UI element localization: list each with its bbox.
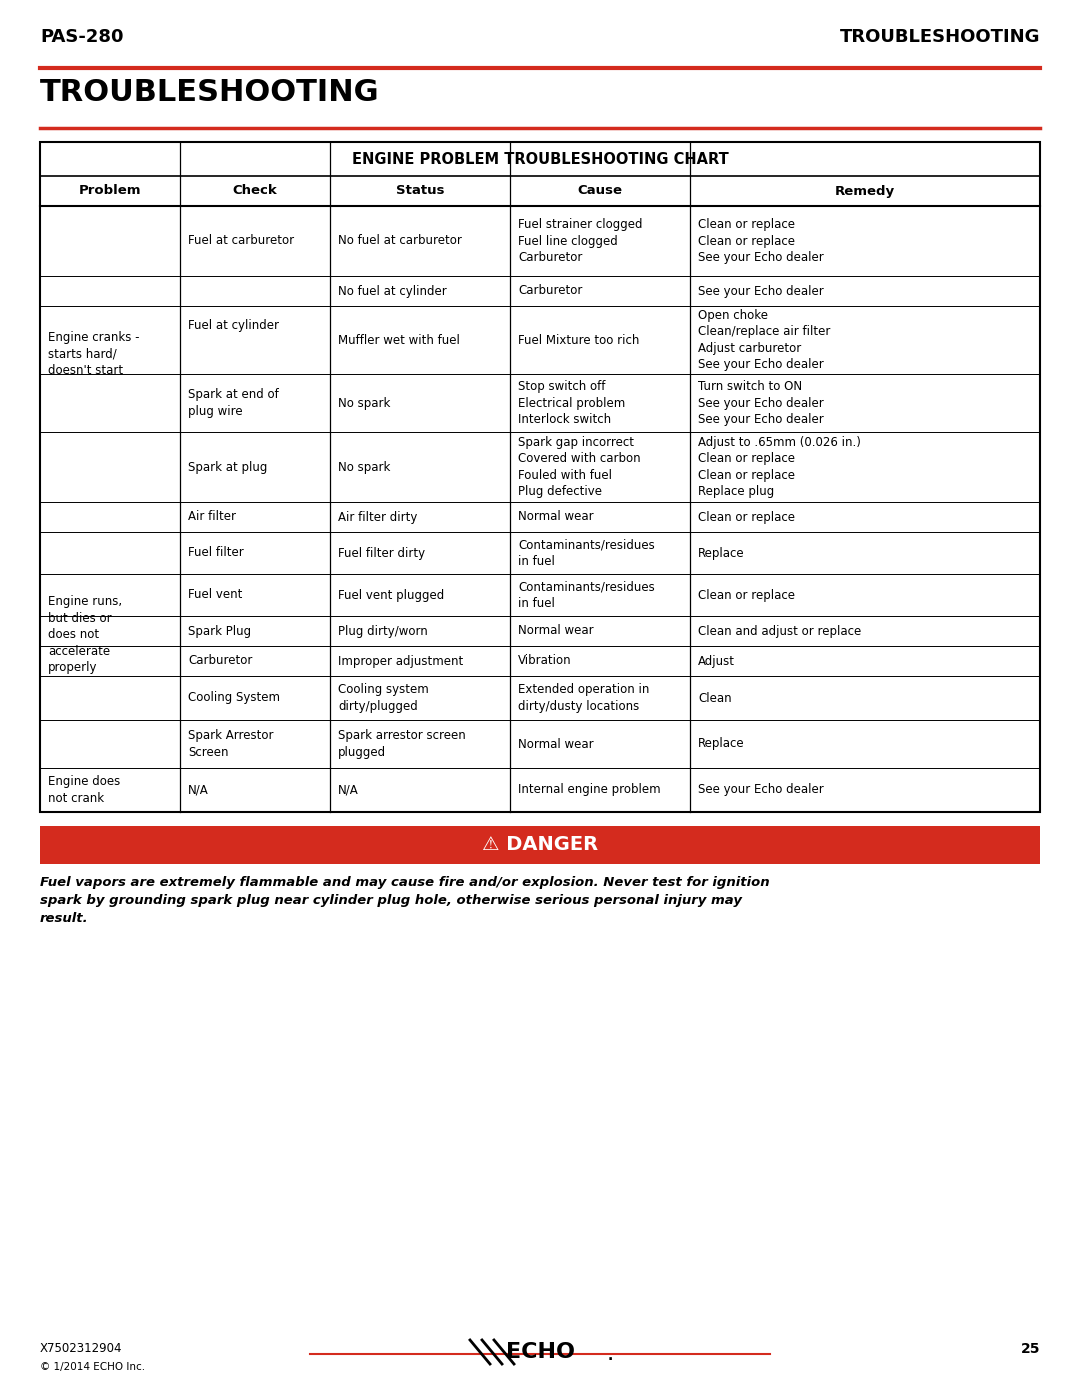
Text: Open choke
Clean/replace air filter
Adjust carburetor
See your Echo dealer: Open choke Clean/replace air filter Adju… xyxy=(698,309,831,372)
Text: X7502312904: X7502312904 xyxy=(40,1343,122,1355)
Text: Replace: Replace xyxy=(698,738,744,750)
Text: Vibration: Vibration xyxy=(518,655,571,668)
Text: Clean or replace: Clean or replace xyxy=(698,588,795,602)
Text: No fuel at carburetor: No fuel at carburetor xyxy=(338,235,462,247)
Text: Clean or replace
Clean or replace
See your Echo dealer: Clean or replace Clean or replace See yo… xyxy=(698,218,824,264)
Text: Fuel vent: Fuel vent xyxy=(188,588,242,602)
Text: TROUBLESHOOTING: TROUBLESHOOTING xyxy=(40,78,380,108)
Text: Fuel vent plugged: Fuel vent plugged xyxy=(338,588,444,602)
Text: Carburetor: Carburetor xyxy=(188,655,253,668)
Text: Fuel vapors are extremely flammable and may cause fire and/or explosion. Never t: Fuel vapors are extremely flammable and … xyxy=(40,876,770,925)
Text: Spark arrestor screen
plugged: Spark arrestor screen plugged xyxy=(338,729,465,759)
Text: © 1/2014 ECHO Inc.: © 1/2014 ECHO Inc. xyxy=(40,1362,145,1372)
Text: Internal engine problem: Internal engine problem xyxy=(518,784,661,796)
Text: Engine does
not crank: Engine does not crank xyxy=(48,775,120,805)
Text: Replace: Replace xyxy=(698,546,744,560)
Text: Cooling system
dirty/plugged: Cooling system dirty/plugged xyxy=(338,683,429,712)
Text: ECHO: ECHO xyxy=(505,1343,575,1362)
Text: See your Echo dealer: See your Echo dealer xyxy=(698,784,824,796)
Text: Fuel at carburetor: Fuel at carburetor xyxy=(188,235,294,247)
Text: No spark: No spark xyxy=(338,397,390,409)
Text: See your Echo dealer: See your Echo dealer xyxy=(698,285,824,298)
Text: .: . xyxy=(608,1350,613,1363)
Text: Clean and adjust or replace: Clean and adjust or replace xyxy=(698,624,861,637)
Text: Fuel at cylinder: Fuel at cylinder xyxy=(188,319,279,331)
Text: ENGINE PROBLEM TROUBLESHOOTING CHART: ENGINE PROBLEM TROUBLESHOOTING CHART xyxy=(352,151,728,166)
Text: Air filter: Air filter xyxy=(188,510,237,524)
Text: Cause: Cause xyxy=(578,184,622,197)
Text: ⚠ DANGER: ⚠ DANGER xyxy=(482,835,598,855)
Text: Stop switch off
Electrical problem
Interlock switch: Stop switch off Electrical problem Inter… xyxy=(518,380,625,426)
Text: Air filter dirty: Air filter dirty xyxy=(338,510,417,524)
Text: No spark: No spark xyxy=(338,461,390,474)
Text: Improper adjustment: Improper adjustment xyxy=(338,655,463,668)
Text: Plug dirty/worn: Plug dirty/worn xyxy=(338,624,428,637)
Text: 25: 25 xyxy=(1021,1343,1040,1356)
Text: Contaminants/residues
in fuel: Contaminants/residues in fuel xyxy=(518,538,654,567)
Text: Problem: Problem xyxy=(79,184,141,197)
Text: Engine cranks -
starts hard/
doesn't start: Engine cranks - starts hard/ doesn't sta… xyxy=(48,331,139,377)
Bar xyxy=(40,142,1040,812)
Text: Normal wear: Normal wear xyxy=(518,738,594,750)
Text: Remedy: Remedy xyxy=(835,184,895,197)
Text: Carburetor: Carburetor xyxy=(518,285,582,298)
Text: Clean or replace: Clean or replace xyxy=(698,510,795,524)
Text: Contaminants/residues
in fuel: Contaminants/residues in fuel xyxy=(518,580,654,609)
Text: TROUBLESHOOTING: TROUBLESHOOTING xyxy=(839,28,1040,46)
Bar xyxy=(40,826,1040,863)
Text: N/A: N/A xyxy=(338,784,359,796)
Text: No fuel at cylinder: No fuel at cylinder xyxy=(338,285,447,298)
Text: Adjust: Adjust xyxy=(698,655,735,668)
Text: Fuel strainer clogged
Fuel line clogged
Carburetor: Fuel strainer clogged Fuel line clogged … xyxy=(518,218,643,264)
Text: Extended operation in
dirty/dusty locations: Extended operation in dirty/dusty locati… xyxy=(518,683,649,712)
Text: Engine runs,
but dies or
does not
accelerate
properly: Engine runs, but dies or does not accele… xyxy=(48,595,122,675)
Text: Normal wear: Normal wear xyxy=(518,510,594,524)
Text: Clean: Clean xyxy=(698,692,731,704)
Text: Spark Plug: Spark Plug xyxy=(188,624,252,637)
Text: Spark at end of
plug wire: Spark at end of plug wire xyxy=(188,388,279,418)
Text: Adjust to .65mm (0.026 in.)
Clean or replace
Clean or replace
Replace plug: Adjust to .65mm (0.026 in.) Clean or rep… xyxy=(698,436,861,499)
Text: N/A: N/A xyxy=(188,784,208,796)
Text: PAS-280: PAS-280 xyxy=(40,28,123,46)
Text: Fuel filter dirty: Fuel filter dirty xyxy=(338,546,426,560)
Text: Cooling System: Cooling System xyxy=(188,692,280,704)
Text: Status: Status xyxy=(395,184,444,197)
Text: Normal wear: Normal wear xyxy=(518,624,594,637)
Text: Fuel Mixture too rich: Fuel Mixture too rich xyxy=(518,334,639,346)
Text: Spark gap incorrect
Covered with carbon
Fouled with fuel
Plug defective: Spark gap incorrect Covered with carbon … xyxy=(518,436,640,499)
Text: Turn switch to ON
See your Echo dealer
See your Echo dealer: Turn switch to ON See your Echo dealer S… xyxy=(698,380,824,426)
Text: Spark Arrestor
Screen: Spark Arrestor Screen xyxy=(188,729,273,759)
Text: Muffler wet with fuel: Muffler wet with fuel xyxy=(338,334,460,346)
Text: Check: Check xyxy=(232,184,278,197)
Text: Spark at plug: Spark at plug xyxy=(188,461,268,474)
Text: Fuel filter: Fuel filter xyxy=(188,546,244,560)
